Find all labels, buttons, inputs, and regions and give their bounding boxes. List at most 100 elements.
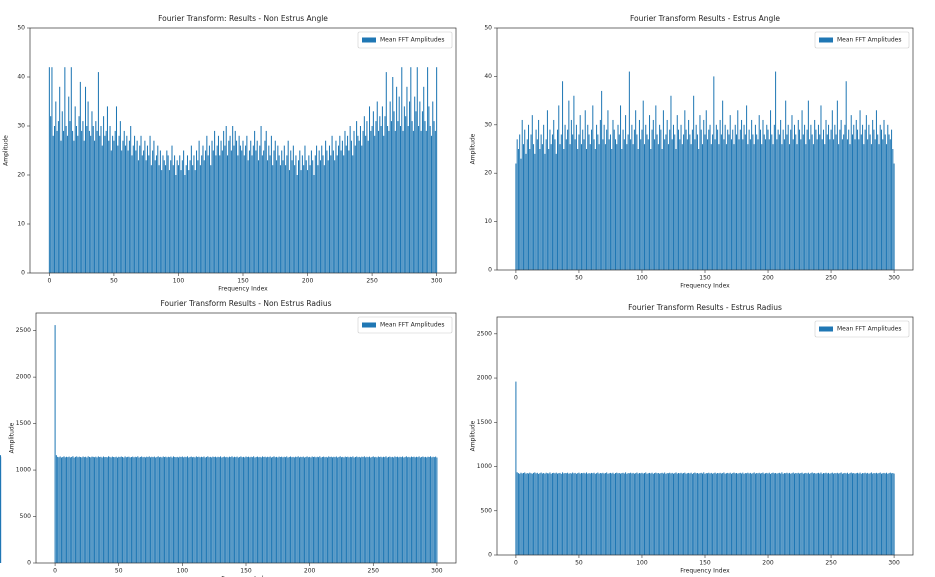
bar bbox=[64, 457, 66, 563]
bar bbox=[305, 456, 307, 563]
bar bbox=[323, 165, 325, 273]
bar bbox=[52, 135, 54, 273]
bar bbox=[748, 129, 750, 270]
bar bbox=[752, 134, 754, 270]
bar bbox=[643, 144, 645, 270]
bar bbox=[189, 456, 191, 563]
bar bbox=[727, 129, 729, 270]
bar bbox=[60, 140, 62, 273]
bar bbox=[379, 457, 381, 563]
bar bbox=[744, 473, 746, 555]
bar bbox=[812, 473, 814, 555]
bar bbox=[213, 457, 215, 563]
chart-title: Fourier Transform Results - Non Estrus R… bbox=[160, 299, 331, 308]
bar bbox=[304, 145, 306, 273]
bar bbox=[720, 473, 722, 555]
bar bbox=[209, 456, 211, 563]
bar bbox=[841, 473, 843, 555]
bar bbox=[689, 473, 691, 555]
bar bbox=[158, 457, 160, 563]
bar bbox=[166, 150, 168, 273]
bar bbox=[108, 140, 110, 273]
bar bbox=[248, 456, 250, 563]
bar bbox=[214, 130, 216, 273]
bar bbox=[691, 129, 693, 270]
bar bbox=[822, 473, 825, 555]
bar bbox=[708, 472, 710, 555]
bar bbox=[220, 140, 222, 273]
bar bbox=[849, 144, 851, 270]
bar bbox=[326, 457, 328, 563]
bar bbox=[850, 472, 852, 555]
bar bbox=[394, 456, 396, 563]
x-tick-label: 0 bbox=[47, 278, 51, 285]
bar bbox=[300, 170, 302, 273]
x-tick-label: 0 bbox=[53, 568, 57, 575]
bar bbox=[839, 129, 841, 270]
bar bbox=[117, 145, 119, 273]
bar bbox=[679, 139, 681, 270]
bar bbox=[155, 155, 158, 273]
bar bbox=[436, 67, 438, 273]
bar bbox=[553, 119, 555, 271]
bar bbox=[565, 473, 567, 555]
bar bbox=[430, 456, 432, 563]
bar bbox=[807, 472, 809, 555]
bar bbox=[72, 456, 74, 563]
x-tick-label: 100 bbox=[173, 278, 185, 285]
bar bbox=[335, 140, 337, 273]
bar bbox=[391, 456, 393, 563]
bar bbox=[240, 456, 242, 563]
bar bbox=[109, 456, 111, 563]
bar bbox=[675, 472, 677, 555]
bar bbox=[244, 457, 246, 563]
bar bbox=[622, 472, 624, 555]
bar bbox=[385, 72, 387, 273]
bar bbox=[873, 472, 875, 555]
legend-label: Mean FFT Amplitudes bbox=[380, 37, 445, 44]
bar bbox=[886, 472, 888, 555]
bar bbox=[869, 473, 871, 555]
bar bbox=[383, 135, 385, 273]
bar bbox=[759, 129, 761, 270]
bar bbox=[126, 135, 128, 273]
bar bbox=[565, 139, 567, 270]
bar bbox=[265, 457, 267, 563]
bar bbox=[202, 145, 204, 273]
bar bbox=[239, 456, 241, 563]
bar bbox=[130, 457, 132, 563]
bar bbox=[135, 150, 137, 273]
bar bbox=[549, 129, 551, 270]
bar bbox=[365, 135, 367, 273]
bar bbox=[246, 135, 248, 273]
bar bbox=[759, 473, 761, 555]
bar bbox=[179, 155, 181, 273]
bar bbox=[536, 472, 538, 555]
bar bbox=[636, 134, 638, 270]
bar bbox=[828, 472, 830, 555]
bar bbox=[195, 456, 197, 563]
bar bbox=[829, 139, 831, 270]
bar bbox=[822, 129, 825, 270]
bar bbox=[613, 129, 615, 270]
bar bbox=[857, 129, 859, 270]
bar bbox=[695, 473, 697, 555]
bar bbox=[704, 134, 706, 270]
bar bbox=[197, 160, 199, 273]
bar bbox=[345, 145, 347, 273]
bar bbox=[719, 472, 721, 555]
bar bbox=[297, 456, 299, 563]
bar bbox=[864, 472, 866, 555]
bar bbox=[786, 472, 788, 555]
bar bbox=[546, 110, 548, 270]
bar bbox=[307, 457, 309, 563]
bar bbox=[210, 165, 212, 273]
bar bbox=[198, 456, 200, 563]
bar bbox=[627, 134, 629, 270]
bar bbox=[99, 135, 101, 273]
bar bbox=[848, 129, 850, 270]
bar bbox=[801, 472, 803, 555]
bar bbox=[193, 155, 195, 273]
legend-label: Mean FFT Amplitudes bbox=[837, 37, 902, 44]
bar bbox=[237, 155, 239, 273]
